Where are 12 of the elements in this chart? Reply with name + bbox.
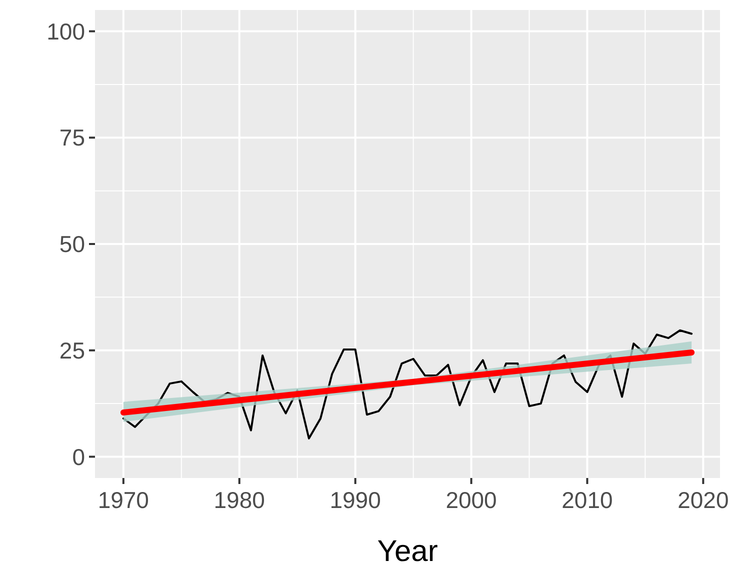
x-tick-label: 2010 — [562, 487, 613, 513]
x-tick-label: 2020 — [678, 487, 729, 513]
x-axis-title: Year — [377, 535, 438, 568]
y-tick-label: 0 — [72, 444, 85, 470]
x-tick-label: 2000 — [446, 487, 497, 513]
y-tick-label: 25 — [59, 337, 85, 364]
y-tick-label: 50 — [59, 231, 85, 258]
x-tick-label: 1980 — [214, 487, 265, 513]
x-tick-label: 1970 — [98, 487, 149, 513]
y-tick-label: 100 — [46, 18, 85, 44]
y-tick-label: 75 — [59, 124, 85, 151]
x-tick-label: 1990 — [330, 487, 381, 513]
